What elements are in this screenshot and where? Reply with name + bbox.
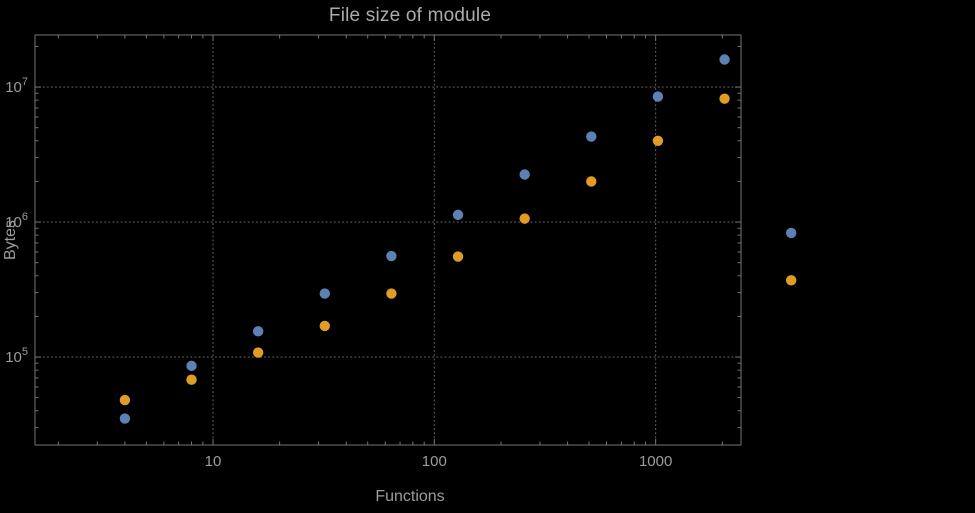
- x-axis-label: Functions: [375, 488, 445, 505]
- data-point: [785, 275, 797, 286]
- tick-labels: 10 100 1000 105 106 107: [5, 76, 672, 470]
- data-point: [319, 320, 330, 332]
- plot-frame: [34, 34, 742, 446]
- data-point: [252, 347, 264, 358]
- data-point: [719, 54, 730, 65]
- data-point: [719, 93, 730, 104]
- x-tick-label: 100: [422, 453, 447, 470]
- data-point: [519, 169, 530, 180]
- data-point: [186, 360, 197, 372]
- data-point: [652, 135, 664, 146]
- data-point: [652, 91, 664, 102]
- y-tick-label: 107: [5, 76, 28, 96]
- data-point: [186, 374, 197, 385]
- data-point: [386, 250, 397, 262]
- data-point: [452, 209, 464, 221]
- data-point: [785, 227, 797, 239]
- blue-series: [119, 54, 797, 424]
- y-tick-label: 106: [5, 211, 28, 231]
- data-point: [319, 288, 330, 299]
- data-point: [586, 131, 597, 142]
- x-tick-label: 1000: [639, 453, 672, 470]
- x-tick-label: 10: [205, 453, 222, 470]
- data-point: [252, 326, 264, 337]
- axis-ticks: [35, 35, 741, 445]
- data-point: [586, 176, 597, 187]
- data-point: [519, 213, 530, 224]
- data-point: [452, 251, 464, 262]
- orange-series: [119, 93, 797, 406]
- data-point: [386, 288, 397, 299]
- chart-title: File size of module: [328, 5, 492, 26]
- data-point: [119, 413, 131, 424]
- gridlines: [34, 34, 742, 446]
- data-point: [119, 394, 131, 406]
- y-tick-label: 105: [5, 346, 28, 366]
